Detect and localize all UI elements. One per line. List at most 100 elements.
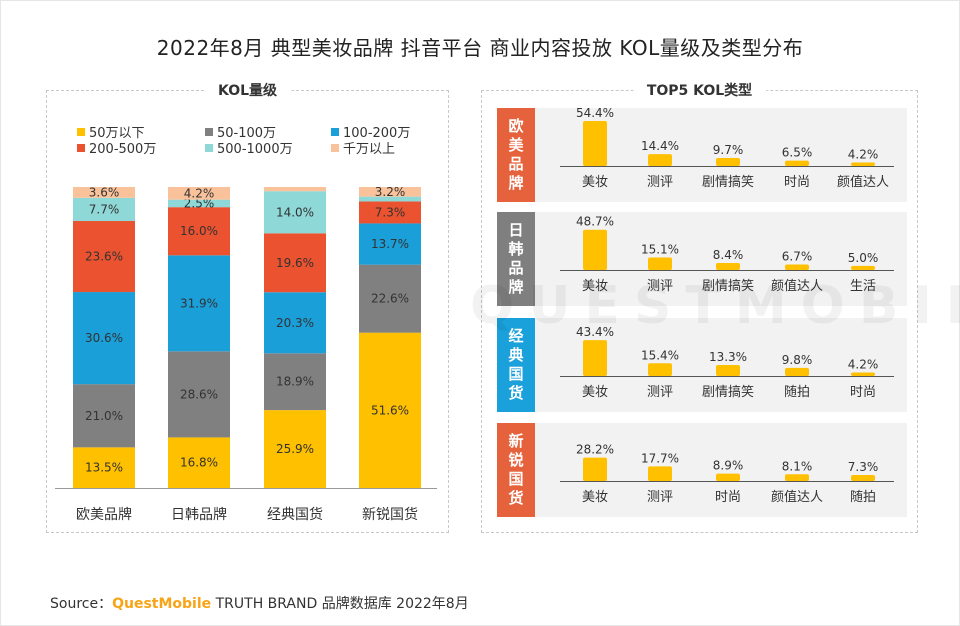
- type-category-label: 剧情搞笑: [702, 278, 754, 294]
- group-label-char: 经: [508, 327, 524, 345]
- type-category-label: 美妆: [582, 490, 608, 505]
- group-label-char: 日: [508, 221, 524, 239]
- segment-value-label: 16.0%: [180, 224, 218, 238]
- legend-label: 50-100万: [217, 126, 277, 141]
- x-tick-label: 日韩品牌: [171, 506, 227, 523]
- legend-swatch: [331, 128, 339, 136]
- type-bar: [648, 257, 672, 270]
- segment-value-label: 20.3%: [276, 316, 314, 330]
- legend-swatch: [205, 128, 213, 136]
- stacked-bar-segment: [73, 292, 135, 385]
- type-category-label: 颜值达人: [837, 174, 889, 190]
- segment-value-label: 3.2%: [375, 185, 406, 199]
- segment-value-label: 23.6%: [85, 250, 123, 264]
- legend-swatch: [77, 128, 85, 136]
- type-bar-value-label: 9.7%: [713, 143, 744, 157]
- legend-label: 500-1000万: [217, 142, 293, 157]
- group-label-char: 欧: [508, 117, 524, 135]
- group-label-char: 牌: [508, 278, 524, 296]
- source-line: Source：QuestMobile TRUTH BRAND 品牌数据库 202…: [50, 593, 469, 613]
- segment-value-label: 3.6%: [89, 185, 120, 199]
- stacked-bar-segment: [168, 187, 230, 200]
- kol-level-panel-title: KOL量级: [203, 80, 292, 100]
- stacked-bar-segment: [264, 353, 326, 411]
- type-category-label: 测评: [647, 490, 673, 505]
- legend-swatch: [77, 144, 85, 152]
- type-category-label: 美妆: [582, 385, 608, 400]
- segment-value-label: 28.6%: [180, 387, 218, 401]
- type-category-label: 测评: [647, 279, 673, 294]
- type-bar-value-label: 8.9%: [713, 459, 744, 473]
- stacked-bar-segment: [264, 410, 326, 488]
- type-bar: [583, 457, 607, 481]
- type-bar: [851, 162, 875, 166]
- stacked-bar-segment: [264, 187, 326, 192]
- segment-value-label: 14.0%: [276, 205, 314, 219]
- source-rest: TRUTH BRAND 品牌数据库 2022年8月: [215, 596, 469, 612]
- group-label-char: 牌: [508, 174, 524, 192]
- stacked-bar-segment: [359, 264, 421, 333]
- group-label: 日韩品牌: [497, 212, 535, 306]
- type-bar: [583, 340, 607, 376]
- legend-swatch: [205, 144, 213, 152]
- x-tick-label: 新锐国货: [362, 506, 418, 523]
- group-label-char: 货: [508, 489, 524, 507]
- legend-label: 200-500万: [89, 142, 157, 157]
- type-bar: [851, 265, 875, 270]
- stacked-bar-segment: [73, 197, 135, 222]
- segment-value-label: 2.5%: [184, 196, 215, 210]
- segment-value-label: 18.9%: [276, 375, 314, 389]
- type-bar: [785, 264, 809, 270]
- kol-level-panel: KOL量级 50万以下 50-100万 100-200万 200-500万 500-10…: [46, 80, 449, 533]
- stacked-bar-segment: [264, 191, 326, 234]
- stacked-bar-segment: [73, 221, 135, 293]
- legend-item: 千万以上: [331, 143, 395, 157]
- type-bar: [785, 474, 809, 481]
- legend-label: 千万以上: [343, 142, 396, 157]
- stacked-bar-segment: [168, 351, 230, 438]
- page-title: 2022年8月 典型美妆品牌 抖音平台 商业内容投放 KOL量级及类型分布: [156, 36, 804, 60]
- type-category-label: 测评: [647, 175, 673, 190]
- group-label-char: 品: [508, 155, 524, 173]
- type-category-label: 时尚: [784, 175, 810, 190]
- group-label-char: 锐: [508, 451, 524, 469]
- x-tick-label: 经典国货: [267, 506, 323, 523]
- legend-item: 500-1000万: [205, 143, 293, 157]
- top5-kol-type-panel: TOP5 KOL类型 欧美品牌 54.4% 美妆 14.4% 测评 9.7% 剧情搞笑 6.5…: [481, 80, 918, 533]
- segment-value-label: 25.9%: [276, 442, 314, 456]
- stacked-bar-segment: [359, 332, 421, 488]
- source-brand: QuestMobile: [112, 596, 212, 612]
- stacked-bar-segment: [359, 196, 421, 202]
- segment-value-label: 22.6%: [371, 292, 409, 306]
- group-label-char: 韩: [508, 240, 524, 258]
- stacked-bar-segment: [359, 223, 421, 265]
- group-label: 新锐国货: [497, 423, 535, 517]
- type-category-label: 时尚: [715, 490, 741, 505]
- segment-value-label: 4.2%: [184, 186, 215, 200]
- type-bar: [785, 160, 809, 166]
- segment-value-label: 51.6%: [371, 403, 409, 417]
- group-label-char: 典: [508, 346, 524, 364]
- type-category-label: 随拍: [850, 490, 876, 505]
- type-category-label: 剧情搞笑: [702, 174, 754, 190]
- type-bar-value-label: 14.4%: [641, 139, 679, 153]
- top5-group-bar-chart: 43.4% 美妆 15.4% 测评 13.3% 剧情搞笑 9.8% 随拍 4.2% 时尚: [560, 325, 894, 400]
- top5-group-bar-chart: 54.4% 美妆 14.4% 测评 9.7% 剧情搞笑 6.5% 时尚 4.2% 颜值达人: [560, 108, 894, 190]
- segment-value-label: 13.5%: [85, 461, 123, 475]
- type-bar-value-label: 54.4%: [576, 108, 614, 120]
- top5-group-bar-chart: 28.2% 美妆 17.7% 测评 8.9% 时尚 8.1% 颜值达人 7.3% 随拍: [560, 443, 894, 505]
- stacked-bar-segment: [359, 201, 421, 224]
- type-bar: [785, 367, 809, 376]
- group-label-char: 货: [508, 384, 524, 402]
- legend-label: 50万以下: [89, 126, 145, 141]
- type-category-label: 颜值达人: [771, 489, 823, 505]
- legend-item: 50万以下: [77, 127, 145, 141]
- type-bar-value-label: 15.1%: [641, 243, 679, 257]
- segment-value-label: 7.3%: [375, 205, 406, 219]
- type-bar-value-label: 48.7%: [576, 215, 614, 229]
- type-bar-value-label: 6.7%: [782, 249, 813, 263]
- group-label: 经典国货: [497, 318, 535, 412]
- type-category-label: 生活: [850, 279, 876, 294]
- type-bar: [648, 154, 672, 166]
- kol-level-stacked-bar-chart: 13.5% 21.0% 30.6% 23.6% 7.7% 3.6% 欧美品牌 16.8% 28.…: [55, 185, 437, 523]
